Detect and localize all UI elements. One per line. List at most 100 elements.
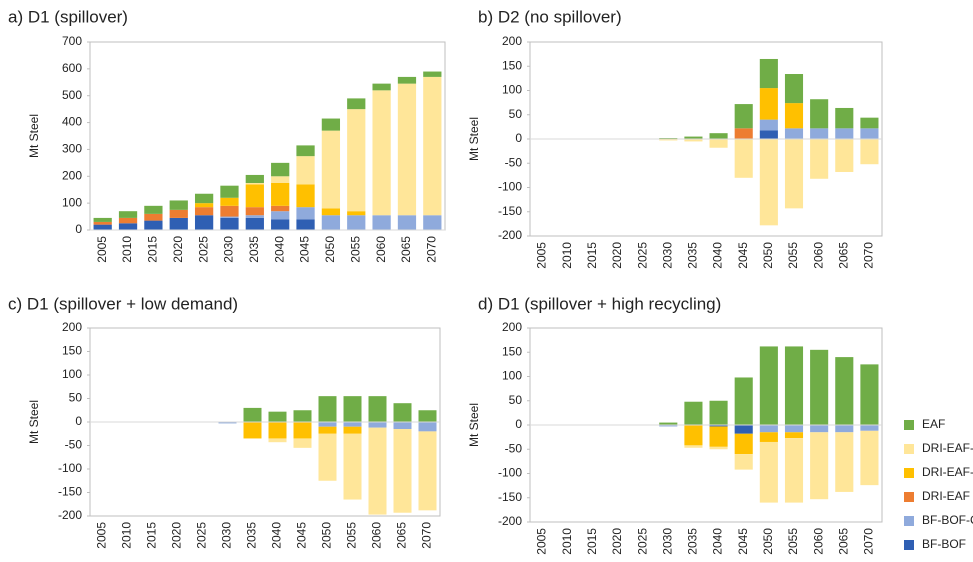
bar-segment [393, 422, 412, 430]
y-axis-label: Mt Steel [467, 403, 481, 447]
y-tick-label: -150 [58, 485, 82, 499]
bar-segment [271, 176, 290, 183]
bar-segment [759, 88, 778, 120]
bar-segment [321, 130, 341, 209]
bar-segment [784, 103, 804, 129]
y-tick-label: 100 [502, 369, 522, 383]
bar-segment [347, 215, 366, 230]
bar-segment [318, 396, 337, 422]
bar-segment [318, 433, 337, 481]
chart-title: b) D2 (no spillover) [478, 7, 622, 26]
bar-segment [835, 357, 854, 425]
x-tick-label: 2070 [424, 236, 438, 263]
bar-segment [220, 216, 239, 218]
x-tick-label: 2055 [348, 236, 362, 263]
x-tick-label: 2060 [370, 522, 384, 549]
bar-segment [759, 425, 778, 433]
bar-segment [835, 432, 854, 492]
chart-title: c) D1 (spillover + low demand) [8, 294, 238, 313]
bar-segment [860, 128, 879, 139]
y-tick-label: 100 [62, 367, 82, 381]
bar-segment [734, 425, 753, 434]
bar-segment [296, 184, 315, 208]
x-tick-label: 2035 [247, 236, 261, 263]
bar-segment [245, 174, 264, 183]
bar-segment [784, 74, 804, 104]
bar-segment [93, 217, 112, 222]
x-tick-label: 2060 [374, 236, 388, 263]
bar-segment [321, 118, 341, 131]
x-tick-label: 2030 [220, 522, 234, 549]
x-tick-label: 2020 [610, 242, 624, 269]
bar-segment [169, 209, 188, 218]
bar-segment [659, 139, 678, 141]
x-tick-label: 2030 [660, 242, 674, 269]
x-tick-label: 2055 [786, 242, 800, 269]
x-tick-label: 2015 [145, 522, 159, 549]
bar-segment [296, 145, 315, 157]
x-tick-label: 2030 [660, 528, 674, 555]
y-tick-label: 400 [62, 115, 82, 129]
bar-segment [93, 224, 112, 230]
legend-label: DRI-EAF-CCS [922, 465, 973, 479]
x-tick-label: 2040 [711, 242, 725, 269]
bar-segment [321, 215, 341, 230]
bar-segment [784, 425, 804, 433]
bar-segment [318, 422, 337, 427]
bar-segment [659, 425, 678, 427]
bar-segment [684, 445, 703, 448]
x-tick-label: 2020 [610, 528, 624, 555]
plot-frame [89, 41, 446, 231]
bar-segment [296, 156, 315, 185]
y-tick-label: -100 [58, 461, 82, 475]
bar-segment [368, 396, 387, 422]
x-tick-label: 2035 [686, 528, 700, 555]
x-tick-label: 2010 [120, 522, 134, 549]
y-tick-label: 150 [502, 344, 522, 358]
bar-segment [810, 349, 829, 425]
bar-segment [810, 99, 829, 129]
legend-label: DRI-EAF [922, 489, 970, 503]
x-tick-label: 2070 [862, 528, 876, 555]
y-tick-label: 300 [62, 142, 82, 156]
bar-segment [759, 346, 778, 425]
y-tick-label: 50 [509, 393, 523, 407]
x-tick-label: 2065 [836, 242, 850, 269]
y-tick-label: -50 [505, 155, 523, 169]
bar-segment [784, 346, 804, 425]
y-tick-label: 0 [515, 417, 522, 431]
x-tick-label: 2050 [320, 522, 334, 549]
chart-title: d) D1 (spillover + high recycling) [478, 294, 721, 313]
bar-segment [709, 425, 728, 427]
bar-segment [860, 425, 879, 431]
bar-segment [709, 400, 728, 425]
bar-segment [372, 215, 391, 230]
bar-segment [245, 183, 264, 185]
y-tick-label: -50 [65, 438, 83, 452]
bar-segment [372, 83, 391, 91]
y-tick-label: -150 [498, 490, 522, 504]
y-tick-label: 0 [75, 222, 82, 236]
bar-segment [347, 98, 366, 110]
x-tick-label: 2020 [171, 236, 185, 263]
y-tick-label: 200 [62, 320, 82, 334]
y-axis-label: Mt Steel [467, 117, 481, 161]
bar-segment [784, 438, 804, 503]
bar-segment [418, 410, 437, 422]
bar-segment [347, 211, 366, 216]
bar-segment [268, 438, 287, 443]
bar-segment [810, 432, 829, 500]
bar-segment [218, 422, 237, 424]
x-tick-label: 2010 [560, 242, 574, 269]
bar-segment [343, 396, 362, 422]
bar-segment [835, 107, 854, 129]
bar-segment [347, 109, 366, 212]
bar-segment [759, 139, 778, 226]
y-tick-label: 50 [69, 391, 83, 405]
legend-label: BF-BOF-CCS [922, 513, 973, 527]
x-tick-label: 2065 [399, 236, 413, 263]
bar-segment [709, 426, 728, 447]
bar-segment [759, 130, 778, 139]
bar-segment [397, 215, 417, 230]
bar-segment [268, 422, 287, 439]
